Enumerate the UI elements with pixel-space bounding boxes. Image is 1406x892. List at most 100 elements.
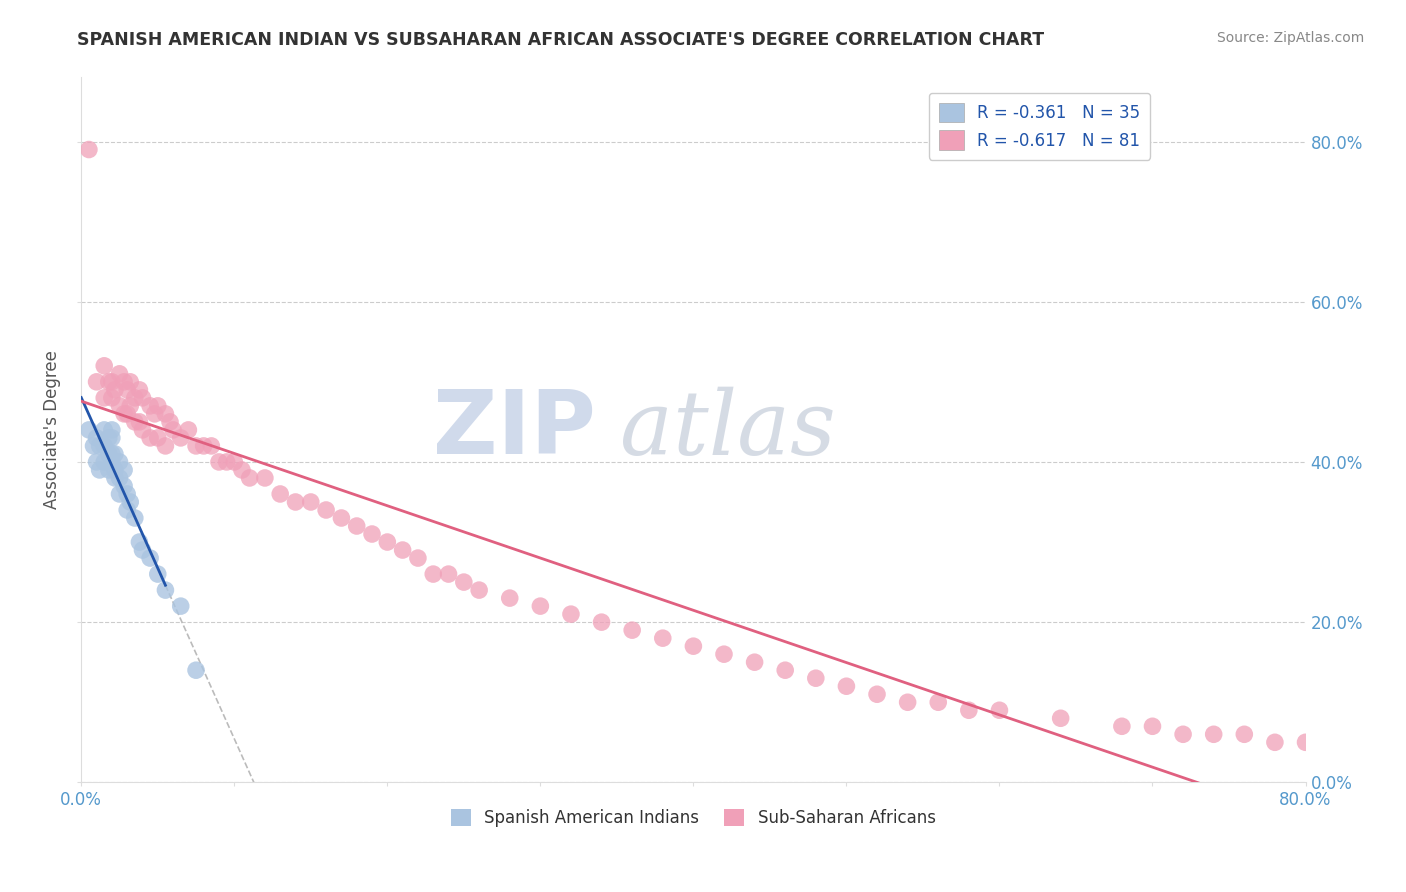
- Point: [101, 431, 124, 445]
- Point: [104, 471, 127, 485]
- Point: [170, 599, 193, 614]
- Point: [155, 583, 177, 598]
- Text: SPANISH AMERICAN INDIAN VS SUBSAHARAN AFRICAN ASSOCIATE'S DEGREE CORRELATION CHA: SPANISH AMERICAN INDIAN VS SUBSAHARAN AF…: [77, 31, 1045, 49]
- Y-axis label: Associate's Degree: Associate's Degree: [44, 351, 60, 509]
- Point: [143, 407, 166, 421]
- Point: [1202, 727, 1225, 741]
- Point: [468, 583, 491, 598]
- Point: [155, 407, 177, 421]
- Point: [499, 591, 522, 606]
- Point: [591, 615, 613, 629]
- Point: [93, 439, 115, 453]
- Text: Source: ZipAtlas.com: Source: ZipAtlas.com: [1216, 31, 1364, 45]
- Point: [86, 431, 108, 445]
- Point: [101, 375, 124, 389]
- Point: [231, 463, 253, 477]
- Point: [193, 439, 215, 453]
- Point: [139, 431, 162, 445]
- Point: [391, 543, 413, 558]
- Point: [108, 487, 131, 501]
- Point: [162, 423, 184, 437]
- Point: [77, 423, 100, 437]
- Point: [124, 511, 146, 525]
- Point: [115, 487, 138, 501]
- Point: [957, 703, 980, 717]
- Point: [112, 463, 135, 477]
- Point: [139, 551, 162, 566]
- Point: [375, 535, 398, 549]
- Point: [208, 455, 231, 469]
- Point: [104, 383, 127, 397]
- Point: [146, 399, 169, 413]
- Point: [744, 655, 766, 669]
- Point: [115, 503, 138, 517]
- Point: [1295, 735, 1317, 749]
- Point: [131, 543, 153, 558]
- Point: [104, 463, 127, 477]
- Point: [120, 495, 142, 509]
- Point: [170, 431, 193, 445]
- Point: [108, 367, 131, 381]
- Point: [120, 399, 142, 413]
- Text: atlas: atlas: [620, 386, 835, 474]
- Point: [713, 647, 735, 661]
- Point: [86, 375, 108, 389]
- Point: [77, 143, 100, 157]
- Point: [97, 447, 120, 461]
- Point: [1142, 719, 1164, 733]
- Point: [108, 471, 131, 485]
- Point: [361, 527, 384, 541]
- Point: [101, 455, 124, 469]
- Point: [128, 415, 150, 429]
- Point: [108, 399, 131, 413]
- Point: [773, 663, 796, 677]
- Point: [988, 703, 1011, 717]
- Point: [200, 439, 222, 453]
- Point: [1233, 727, 1256, 741]
- Point: [97, 463, 120, 477]
- Point: [529, 599, 551, 614]
- Point: [299, 495, 322, 509]
- Point: [93, 455, 115, 469]
- Point: [621, 623, 644, 637]
- Point: [86, 455, 108, 469]
- Point: [93, 391, 115, 405]
- Point: [804, 671, 827, 685]
- Point: [453, 575, 475, 590]
- Point: [1111, 719, 1133, 733]
- Point: [184, 663, 207, 677]
- Point: [927, 695, 949, 709]
- Point: [120, 375, 142, 389]
- Point: [146, 431, 169, 445]
- Point: [239, 471, 262, 485]
- Point: [406, 551, 429, 566]
- Point: [184, 439, 207, 453]
- Point: [284, 495, 307, 509]
- Point: [866, 687, 889, 701]
- Point: [115, 383, 138, 397]
- Point: [128, 383, 150, 397]
- Point: [131, 423, 153, 437]
- Point: [1049, 711, 1071, 725]
- Point: [101, 423, 124, 437]
- Point: [93, 359, 115, 373]
- Point: [159, 415, 181, 429]
- Point: [253, 471, 276, 485]
- Point: [330, 511, 353, 525]
- Point: [124, 391, 146, 405]
- Point: [315, 503, 337, 517]
- Point: [155, 439, 177, 453]
- Point: [224, 455, 246, 469]
- Point: [93, 423, 115, 437]
- Point: [437, 567, 460, 582]
- Point: [97, 431, 120, 445]
- Point: [124, 415, 146, 429]
- Text: ZIP: ZIP: [433, 386, 596, 474]
- Point: [101, 391, 124, 405]
- Point: [83, 439, 105, 453]
- Point: [1264, 735, 1286, 749]
- Point: [346, 519, 368, 533]
- Point: [1171, 727, 1194, 741]
- Point: [269, 487, 291, 501]
- Point: [897, 695, 920, 709]
